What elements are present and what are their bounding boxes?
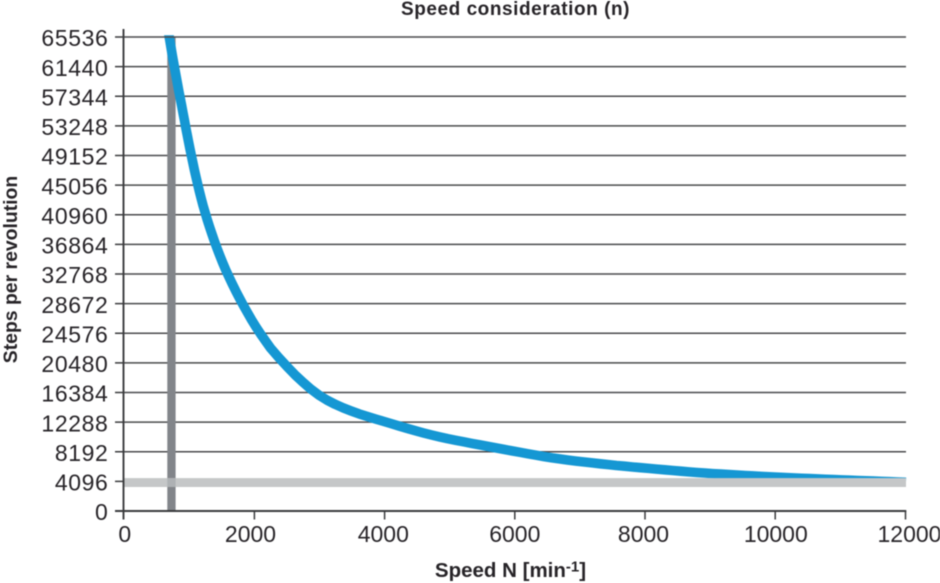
svg-text:2000: 2000 <box>225 521 276 547</box>
svg-text:40960: 40960 <box>41 203 108 229</box>
svg-text:10000: 10000 <box>744 521 808 547</box>
svg-text:16384: 16384 <box>41 381 108 407</box>
svg-text:45056: 45056 <box>41 173 108 199</box>
svg-text:6000: 6000 <box>489 521 540 547</box>
svg-text:20480: 20480 <box>41 351 108 377</box>
svg-text:8192: 8192 <box>55 440 109 466</box>
svg-text:57344: 57344 <box>41 84 108 110</box>
svg-text:61440: 61440 <box>41 55 108 81</box>
svg-text:0: 0 <box>118 521 131 547</box>
svg-text:0: 0 <box>95 499 108 525</box>
svg-text:28672: 28672 <box>41 292 108 318</box>
svg-text:24576: 24576 <box>41 321 108 347</box>
svg-text:8000: 8000 <box>618 521 669 547</box>
svg-text:12288: 12288 <box>41 410 108 436</box>
svg-text:Speed N [min-1]: Speed N [min-1] <box>435 558 586 582</box>
svg-text:53248: 53248 <box>41 114 108 140</box>
svg-text:36864: 36864 <box>41 233 108 259</box>
svg-text:Speed consideration (n): Speed consideration (n) <box>401 0 630 20</box>
svg-text:4000: 4000 <box>358 521 409 547</box>
svg-text:12000: 12000 <box>878 521 940 547</box>
svg-text:49152: 49152 <box>41 144 108 170</box>
svg-text:65536: 65536 <box>41 25 108 51</box>
svg-text:4096: 4096 <box>55 470 109 496</box>
svg-text:32768: 32768 <box>41 262 108 288</box>
svg-text:Steps per revolution: Steps per revolution <box>0 176 22 363</box>
